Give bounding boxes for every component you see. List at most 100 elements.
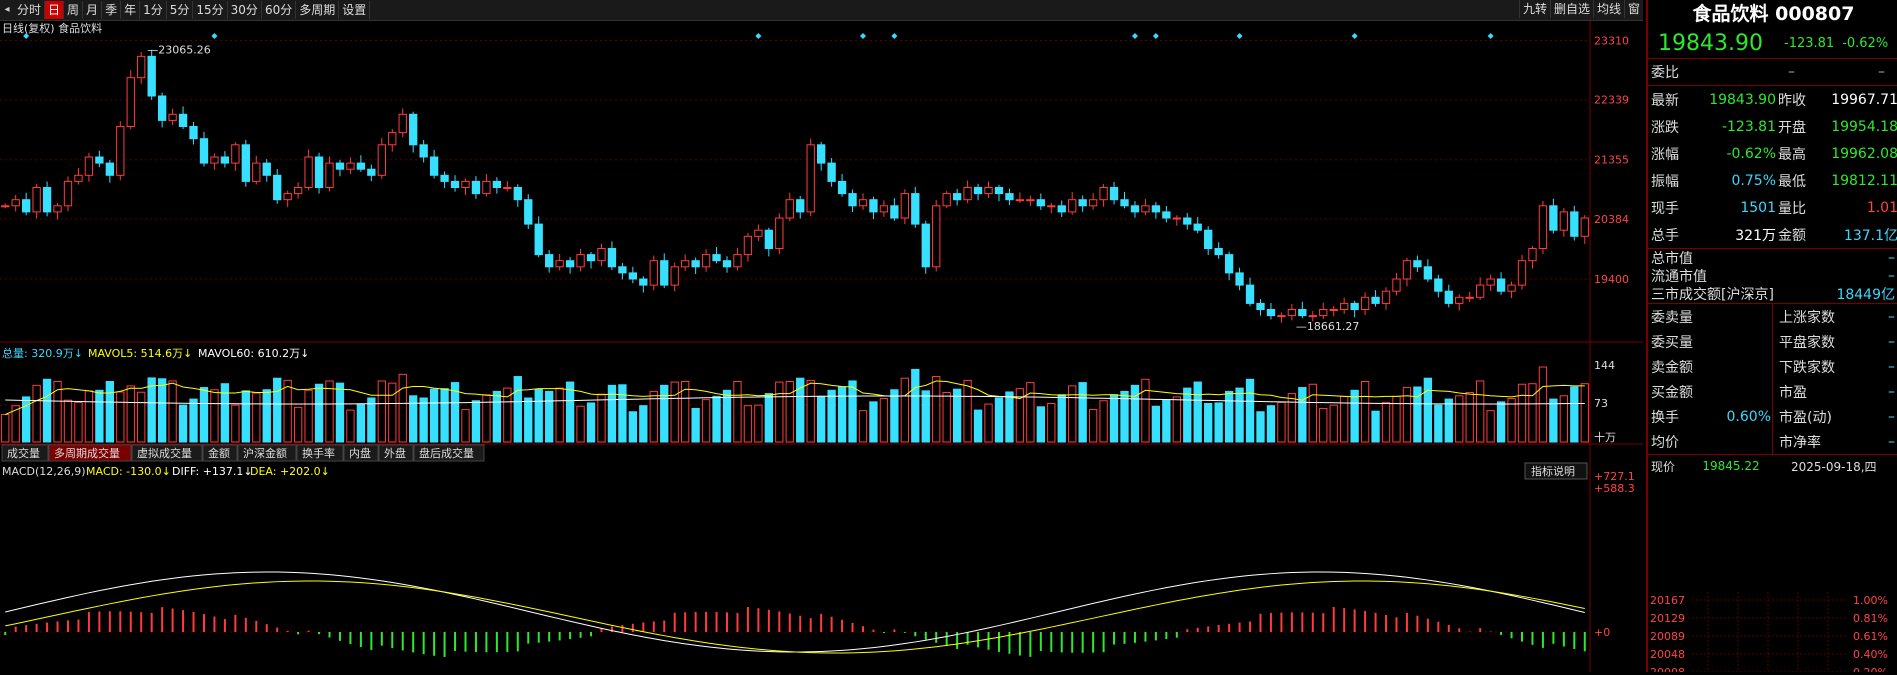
volume-bar: [95, 389, 104, 443]
indicator-tab-5[interactable]: [296, 444, 344, 462]
indicator-tab-3[interactable]: [202, 444, 238, 462]
candle-body: [754, 229, 763, 237]
candle-body: [586, 254, 596, 262]
volume-bar: [743, 405, 753, 443]
volume-bar: [1402, 387, 1412, 443]
candle-body: [1036, 199, 1045, 207]
indicator-tab-4[interactable]: [237, 444, 297, 462]
volume-bar: [314, 383, 324, 443]
price-tick-label: 20384: [1594, 213, 1629, 226]
indicator-tab-8[interactable]: [413, 444, 485, 462]
volume-bar: [84, 390, 94, 443]
period-btn-9[interactable]: 30分: [228, 1, 262, 19]
period-btn-11[interactable]: 多周期: [296, 1, 340, 19]
period-btn-2[interactable]: 周: [64, 1, 84, 19]
stat-row-1: 委买量 平盘家数 –: [1648, 329, 1897, 354]
candle-body: [1109, 187, 1119, 201]
indicator-tab-6[interactable]: [343, 444, 379, 462]
candle-body: [398, 113, 407, 134]
volume-bar: [1507, 398, 1516, 443]
volume-bar: [565, 381, 575, 443]
period-btn-5[interactable]: 年: [121, 1, 141, 19]
candle-body: [21, 199, 31, 213]
volume-bar: [137, 391, 146, 443]
candle-body: [199, 138, 209, 164]
volume-bar: [42, 378, 52, 443]
price-tick-label: 21355: [1594, 154, 1629, 167]
market-row-1: 流通市值 –: [1648, 267, 1897, 285]
volume-bar: [1455, 395, 1464, 443]
top-right-btn-3[interactable]: 窗: [1623, 0, 1643, 18]
volume-bar: [1214, 402, 1223, 443]
volume-bar: [607, 384, 617, 443]
volume-bar: [189, 398, 198, 443]
period-btn-1[interactable]: 日: [45, 1, 65, 19]
candle-body: [346, 162, 355, 170]
volume-bar: [597, 393, 606, 443]
volume-bar: [691, 407, 700, 443]
candle-body: [157, 95, 167, 121]
candle-body: [848, 193, 857, 207]
stat-label: 买金额: [1651, 384, 1693, 401]
candle-body: [869, 199, 878, 213]
candle-body: [785, 199, 794, 219]
candle-body: [1245, 284, 1255, 304]
candle-body: [879, 205, 889, 213]
candle-body: [220, 156, 230, 164]
volume-bar: [1005, 391, 1014, 443]
volume-bar: [733, 381, 742, 443]
market-rows: 总市值 – 流通市值 – 三市成交额[沪深京] 18449亿: [1648, 249, 1897, 304]
candle-body: [1204, 229, 1213, 249]
quote-value: 19962.08: [1831, 145, 1897, 162]
candle-body: [419, 144, 428, 158]
indicator-tab-0[interactable]: [1, 444, 49, 462]
candle-body: [1088, 199, 1098, 207]
indicator-tab-label-7: 外盘: [384, 446, 406, 460]
volume-bar: [11, 405, 20, 443]
volume-bar: [210, 389, 219, 443]
volume-bar: [660, 384, 669, 443]
indicator-help-button[interactable]: [1524, 462, 1588, 480]
stat-label: 均价: [1651, 434, 1679, 451]
period-btn-4[interactable]: 季: [102, 1, 122, 19]
indicator-tab-7[interactable]: [378, 444, 414, 462]
period-btn-6[interactable]: 1分: [140, 1, 167, 19]
candle-body: [837, 180, 847, 195]
candle-body: [409, 113, 418, 146]
candle-body: [639, 278, 648, 286]
indicator-tab-2[interactable]: [131, 444, 203, 462]
top-right-btn-2[interactable]: 均线: [1592, 0, 1624, 18]
candle-body: [1015, 199, 1025, 202]
candle-body: [1141, 205, 1150, 213]
price-change: -123.81: [1784, 35, 1835, 51]
candle-body: [377, 144, 386, 176]
top-right-btn-1[interactable]: 删自选: [1549, 0, 1593, 18]
candle-body: [126, 77, 135, 127]
period-btn-12[interactable]: 设置: [339, 1, 371, 19]
candle-body: [722, 260, 732, 268]
period-btn-7[interactable]: 5分: [167, 1, 194, 19]
kline-chart[interactable]: 23310 22339 21355 20384 19400 日线(复权) 食品饮料 —230…: [0, 20, 1643, 672]
top-right-btn-0[interactable]: 九转: [1518, 0, 1550, 18]
volume-bar: [1204, 403, 1213, 443]
stat-value: –: [1888, 433, 1895, 450]
quote-panel: 食品饮料 000807 19843.90 -123.81 -0.62% 委比 –…: [1646, 0, 1897, 672]
quote-title: 食品饮料 000807: [1692, 3, 1855, 25]
volume-bar: [628, 411, 638, 443]
period-btn-3[interactable]: 月: [83, 1, 103, 19]
candle-body: [806, 144, 815, 213]
candle-body: [1486, 278, 1495, 286]
quote-value: 0.75%: [1731, 172, 1776, 189]
period-btn-0[interactable]: 分时: [14, 1, 46, 19]
period-btn-10[interactable]: 60分: [262, 1, 297, 19]
volume-bar: [377, 380, 386, 443]
back-icon[interactable]: ◂: [4, 4, 10, 15]
volume-bar: [785, 381, 794, 443]
volume-bar: [649, 390, 658, 443]
candle-body: [1256, 302, 1265, 310]
volume-bar: [1486, 410, 1495, 443]
indicator-tab-1[interactable]: [48, 444, 132, 462]
candle-body: [95, 156, 104, 164]
period-btn-8[interactable]: 15分: [193, 1, 228, 19]
candle-body: [63, 180, 73, 207]
